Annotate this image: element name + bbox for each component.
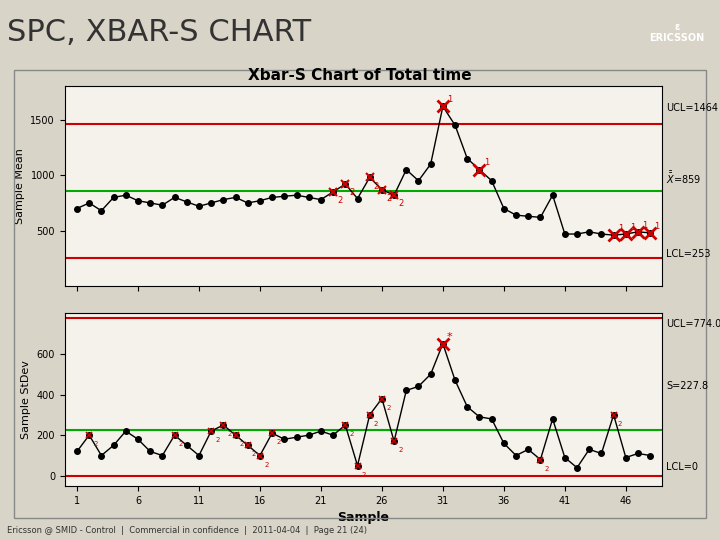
Text: UCL=774.0: UCL=774.0 <box>666 319 720 329</box>
Text: 1: 1 <box>447 95 452 104</box>
Text: *: * <box>447 332 453 341</box>
Text: 2: 2 <box>252 451 256 457</box>
Text: 1: 1 <box>642 221 647 230</box>
Text: UCL=1464: UCL=1464 <box>666 103 718 113</box>
Text: 2: 2 <box>349 188 355 197</box>
Text: LCL=253: LCL=253 <box>666 249 711 259</box>
Text: 2: 2 <box>374 421 378 427</box>
X-axis label: Sample: Sample <box>338 511 390 524</box>
Text: 1: 1 <box>484 158 489 167</box>
Text: 2: 2 <box>228 431 232 437</box>
Text: S=227.8: S=227.8 <box>666 381 708 391</box>
Text: 2: 2 <box>544 465 549 471</box>
Text: 2: 2 <box>264 462 269 468</box>
Text: 2: 2 <box>386 404 390 411</box>
Text: 1: 1 <box>654 222 660 231</box>
Text: 2: 2 <box>374 181 379 191</box>
Text: 2: 2 <box>276 439 281 446</box>
Text: 2: 2 <box>337 196 343 205</box>
Text: 1: 1 <box>618 224 623 233</box>
Text: 2: 2 <box>215 437 220 443</box>
Y-axis label: Sample Mean: Sample Mean <box>15 148 25 224</box>
Text: 2: 2 <box>398 447 402 454</box>
Text: 2: 2 <box>94 441 98 447</box>
Text: Xbar-S Chart of Total time: Xbar-S Chart of Total time <box>248 68 472 83</box>
Text: 2: 2 <box>398 199 403 208</box>
Text: SPC, XBAR-S CHART: SPC, XBAR-S CHART <box>7 18 311 47</box>
Text: LCL=0: LCL=0 <box>666 462 698 472</box>
Text: 2: 2 <box>349 431 354 437</box>
Text: Ericsson @ SMID - Control  |  Commercial in confidence  |  2011-04-04  |  Page 2: Ericsson @ SMID - Control | Commercial i… <box>7 525 367 535</box>
Text: 2: 2 <box>618 421 622 427</box>
Text: 2: 2 <box>386 194 391 202</box>
Text: $\bar{\bar{X}}$=859: $\bar{\bar{X}}$=859 <box>666 170 701 186</box>
Text: 2: 2 <box>361 472 366 478</box>
Text: 2: 2 <box>179 441 183 447</box>
Text: 2: 2 <box>240 441 244 447</box>
Y-axis label: Sample StDev: Sample StDev <box>21 360 31 439</box>
Text: ε
ERICSSON: ε ERICSSON <box>649 22 704 43</box>
Text: 1: 1 <box>630 223 635 232</box>
